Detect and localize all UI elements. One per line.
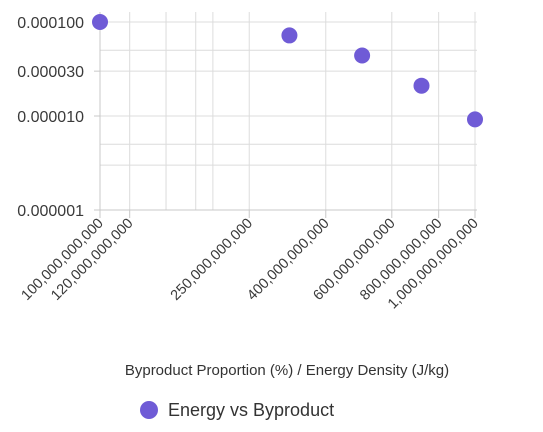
axes [99, 12, 477, 211]
y-tick-label: 0.000001 [17, 203, 84, 220]
legend-label-energy-vs-byproduct: Energy vs Byproduct [168, 400, 334, 420]
y-tick-label: 0.000030 [17, 64, 84, 81]
data-points [92, 14, 483, 128]
data-point[interactable] [92, 14, 108, 30]
y-tick-label: 0.000100 [17, 15, 84, 32]
legend-marker [140, 401, 158, 419]
x-tick-label: 250,000,000,000 [168, 216, 256, 304]
data-point[interactable] [281, 27, 298, 44]
legend[interactable]: Energy vs Byproduct [140, 400, 334, 420]
data-point[interactable] [467, 111, 483, 128]
y-tick-label: 0.000010 [17, 109, 84, 126]
data-point[interactable] [413, 77, 430, 94]
data-point[interactable] [354, 47, 371, 64]
x-axis-label: Byproduct Proportion (%) / Energy Densit… [125, 362, 449, 379]
y-axis-ticks: 0.000100 0.000030 0.000010 0.000001 [17, 15, 100, 220]
